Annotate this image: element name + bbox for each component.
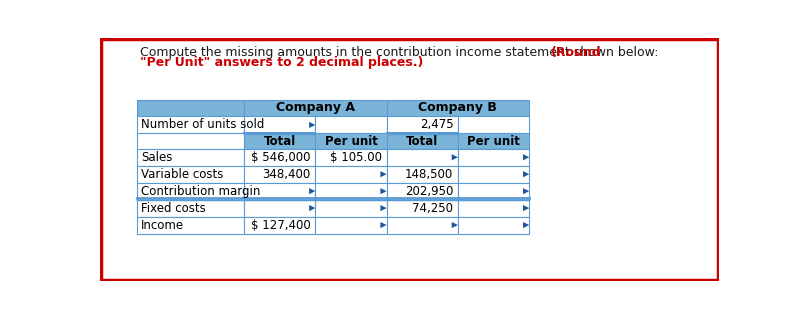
Polygon shape [380, 222, 387, 228]
Text: 2,475: 2,475 [419, 118, 453, 131]
Text: Total: Total [406, 135, 439, 148]
Bar [458, 200, 529, 216]
Bar [137, 149, 244, 166]
Bar [244, 200, 316, 216]
Bar [137, 216, 244, 234]
Bar [316, 216, 387, 234]
Text: Sales: Sales [141, 151, 173, 164]
Bar [387, 216, 458, 234]
Polygon shape [380, 205, 387, 211]
Bar [244, 117, 316, 133]
Bar [458, 133, 529, 149]
Text: Income: Income [141, 219, 184, 232]
Bar [387, 117, 458, 133]
Bar [387, 166, 458, 183]
Text: Compute the missing amounts in the contribution income statement shown below:: Compute the missing amounts in the contr… [140, 46, 662, 59]
Text: Contribution margin: Contribution margin [141, 185, 260, 198]
Text: Company B: Company B [419, 101, 497, 114]
Bar [316, 183, 387, 200]
Bar [458, 183, 529, 200]
Text: 202,950: 202,950 [405, 185, 453, 198]
Bar [458, 216, 529, 234]
Bar [137, 166, 244, 183]
Polygon shape [309, 205, 316, 211]
Text: Per unit: Per unit [467, 135, 520, 148]
Text: $ 105.00: $ 105.00 [330, 151, 382, 164]
Bar [137, 133, 244, 149]
Polygon shape [523, 188, 529, 194]
Bar [458, 149, 529, 166]
Polygon shape [523, 222, 529, 228]
Bar [244, 149, 316, 166]
Text: Fixed costs: Fixed costs [141, 202, 205, 215]
Bar [137, 117, 244, 133]
Bar [387, 149, 458, 166]
Bar [137, 200, 244, 216]
Text: (Round: (Round [551, 46, 602, 59]
Bar [458, 166, 529, 183]
Polygon shape [523, 205, 529, 211]
Text: 74,250: 74,250 [412, 202, 453, 215]
Bar [316, 117, 387, 133]
Polygon shape [380, 188, 387, 194]
Bar [244, 133, 316, 149]
Polygon shape [523, 171, 529, 177]
Bar [387, 100, 529, 117]
Text: 148,500: 148,500 [405, 168, 453, 181]
Bar [244, 216, 316, 234]
Bar [137, 100, 244, 117]
Text: Variable costs: Variable costs [141, 168, 224, 181]
Text: Per unit: Per unit [324, 135, 377, 148]
Bar [316, 166, 387, 183]
Polygon shape [309, 188, 316, 194]
Bar [458, 117, 529, 133]
Bar [387, 133, 458, 149]
Bar [244, 100, 387, 117]
Text: Company A: Company A [276, 101, 355, 114]
Bar [387, 183, 458, 200]
Bar [316, 149, 387, 166]
Text: $ 546,000: $ 546,000 [251, 151, 311, 164]
Polygon shape [451, 222, 458, 228]
Text: Number of units sold: Number of units sold [141, 118, 264, 131]
Bar [244, 183, 316, 200]
Text: 348,400: 348,400 [262, 168, 311, 181]
Text: Total: Total [264, 135, 296, 148]
Bar [387, 200, 458, 216]
Bar [137, 183, 244, 200]
Bar [244, 166, 316, 183]
Bar [316, 133, 387, 149]
Polygon shape [380, 171, 387, 177]
Polygon shape [451, 154, 458, 160]
Text: "Per Unit" answers to 2 decimal places.): "Per Unit" answers to 2 decimal places.) [140, 56, 423, 70]
Text: $ 127,400: $ 127,400 [251, 219, 311, 232]
Polygon shape [523, 154, 529, 160]
Polygon shape [309, 122, 316, 128]
Bar [316, 200, 387, 216]
